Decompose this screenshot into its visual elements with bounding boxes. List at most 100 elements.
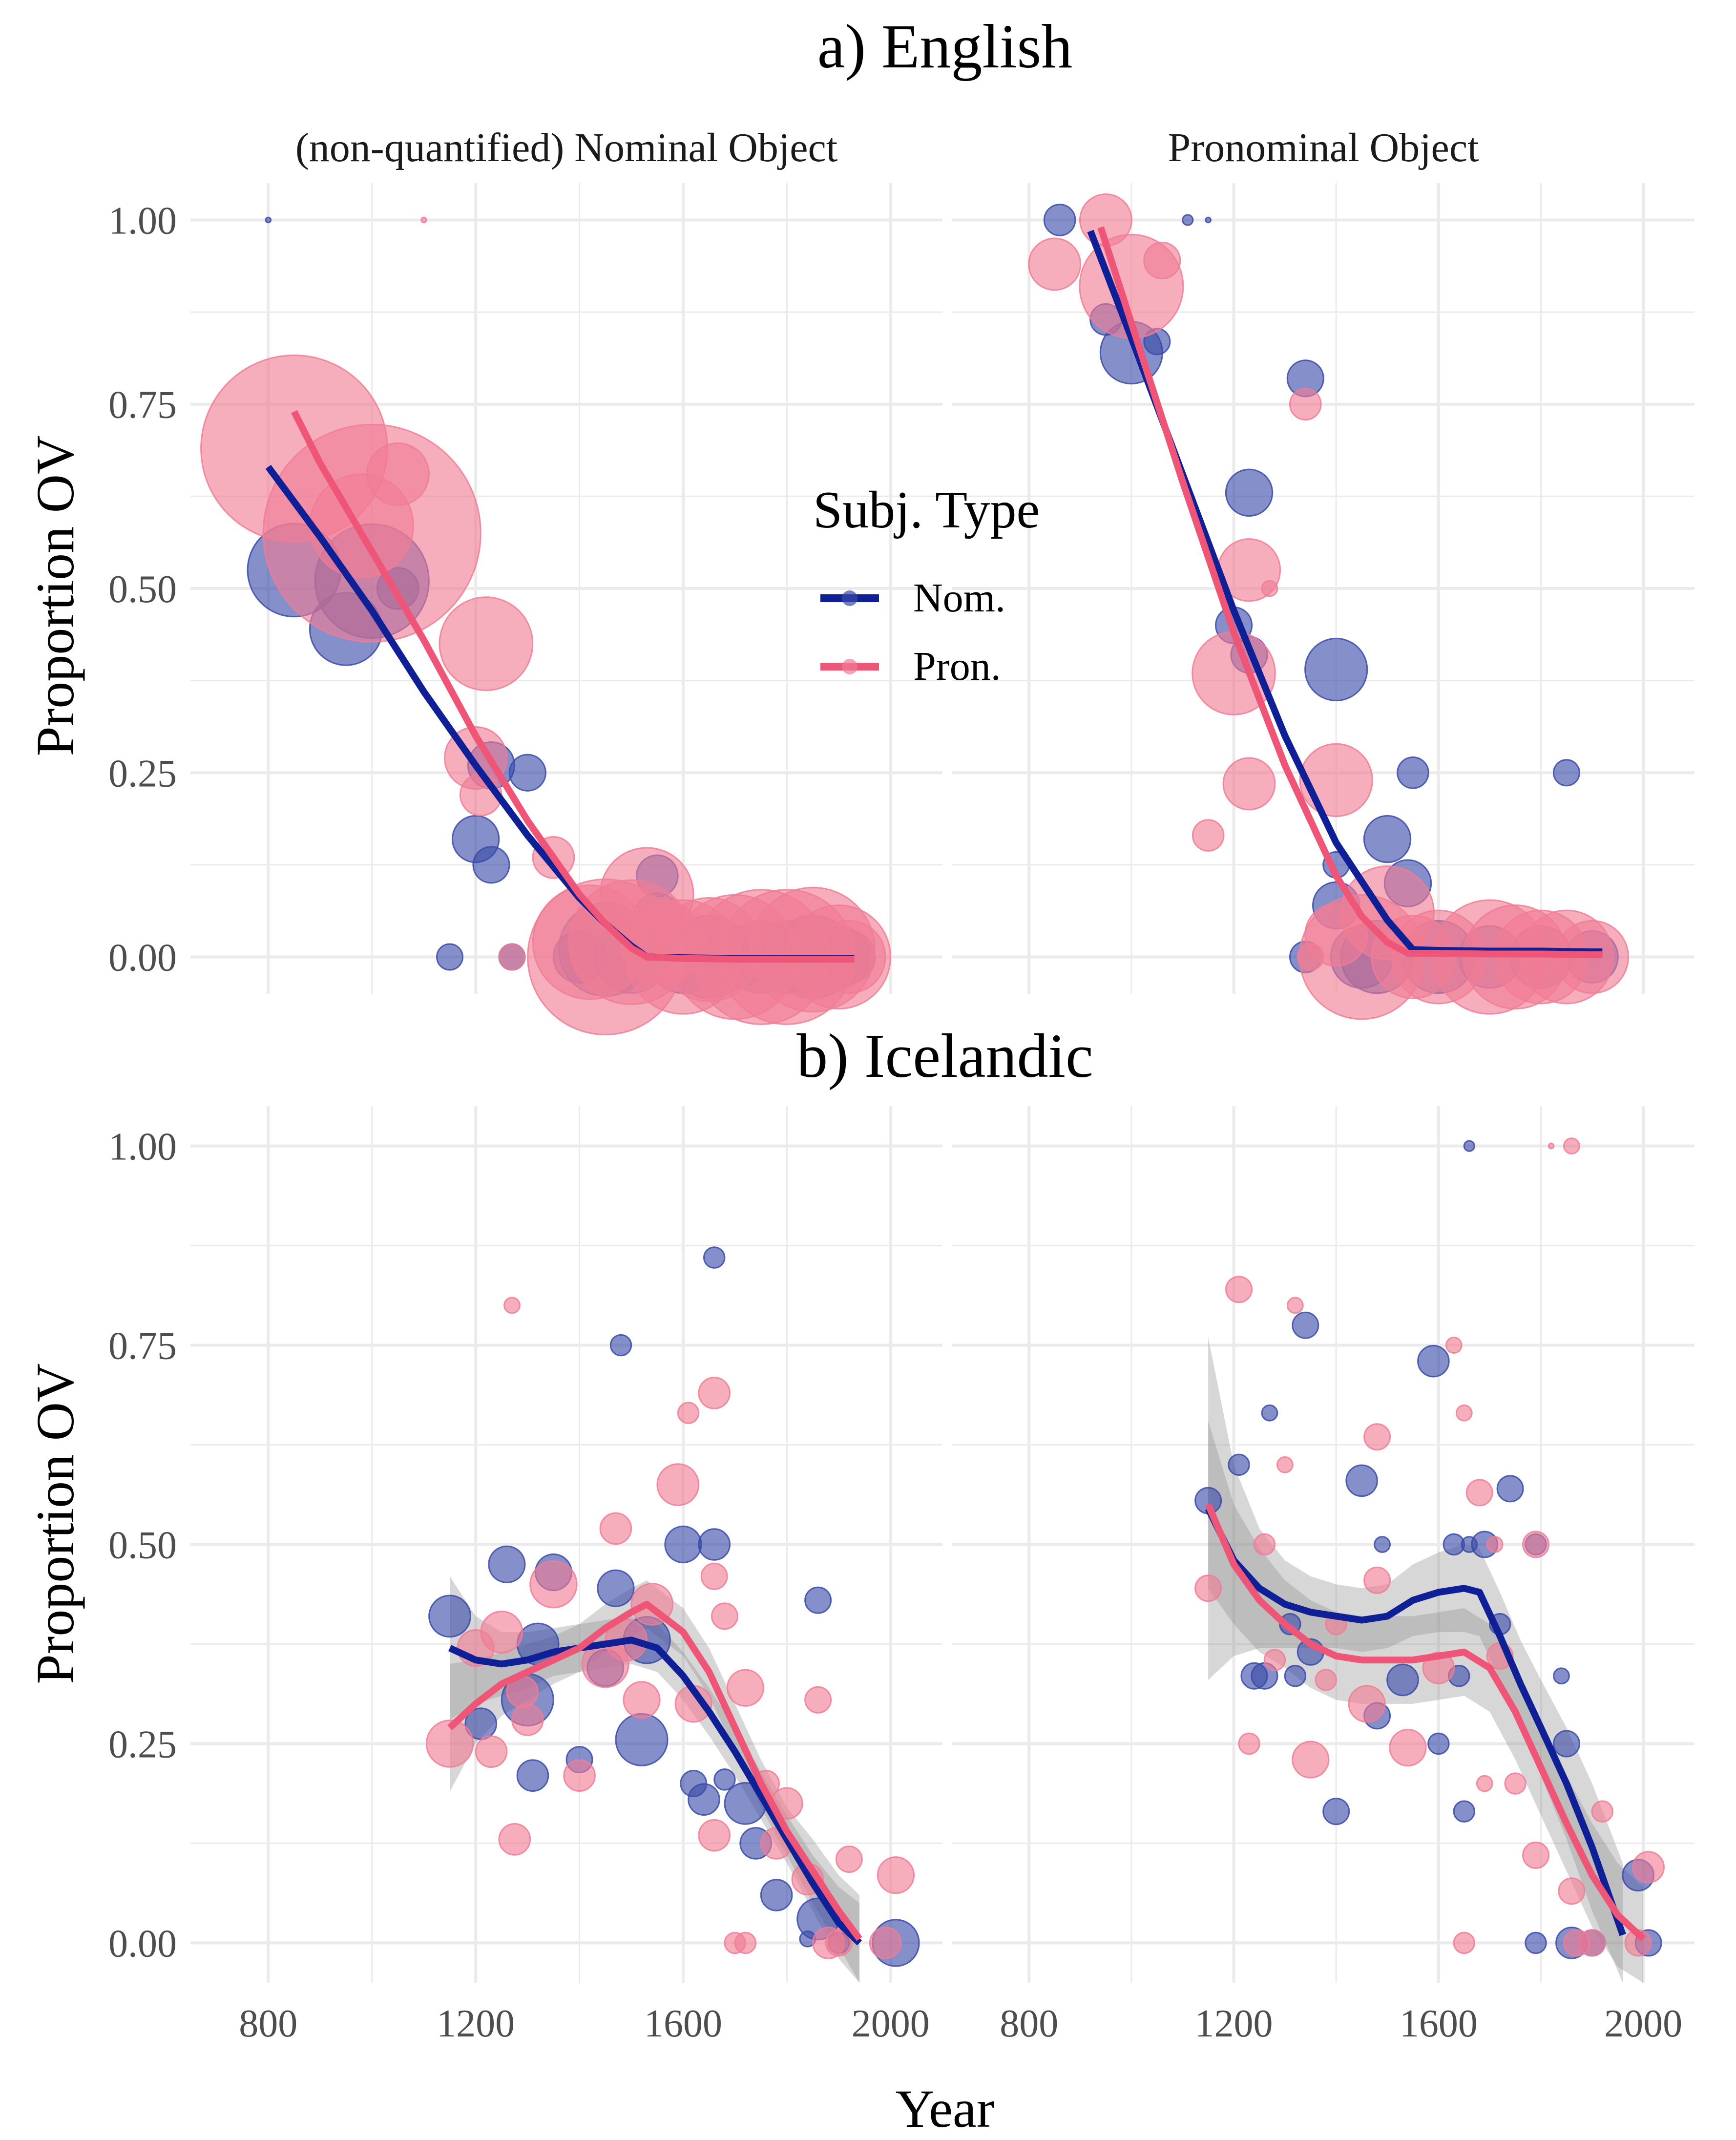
ribbon-pron (1208, 1421, 1644, 1983)
x-tick-label: 1200 (1195, 2002, 1273, 2045)
legend-key-nom-point (842, 590, 858, 606)
point-nom (703, 1246, 726, 1269)
point-nom (1453, 1800, 1475, 1823)
point-pron (1548, 1142, 1555, 1150)
point-pron (420, 216, 427, 224)
point-pron (825, 1929, 853, 1957)
point-pron (1486, 1536, 1504, 1553)
point-nom (265, 216, 272, 224)
point-nom (1182, 214, 1194, 226)
point-pron (1263, 1649, 1286, 1671)
point-pron (1286, 1297, 1304, 1314)
point-nom (1043, 204, 1076, 236)
point-nom (597, 1569, 635, 1607)
point-pron (599, 1512, 632, 1545)
point-pron (1563, 1137, 1580, 1154)
point-nom (1525, 1931, 1547, 1954)
y-tick-label: 0.00 (108, 937, 177, 980)
point-pron (1632, 1851, 1665, 1884)
panels: 0.00 0.25 0.50 0.75 1.00 0.00 0.25 0.50 0.75 1.00… (108, 183, 1694, 2045)
point-pron (1222, 757, 1276, 811)
point-nom (1496, 1475, 1524, 1503)
point-nom (698, 1528, 731, 1561)
x-tick-label: 1600 (1400, 2002, 1478, 2045)
panel-english-pronominal (952, 183, 1694, 1020)
point-pron (734, 1931, 757, 1954)
point-nom (760, 1879, 793, 1911)
point-pron (1289, 388, 1322, 421)
x-tick-label: 1200 (437, 2002, 515, 2045)
point-pron (1522, 1841, 1550, 1869)
point-pron (1315, 1669, 1337, 1691)
point-pron (439, 596, 534, 692)
fit-line-pron (1097, 226, 1603, 958)
fit-line-pron (1205, 1503, 1646, 1942)
y-tick-label: 0.75 (108, 384, 177, 427)
point-nom (1553, 1667, 1570, 1685)
x-tick-label: 2000 (1604, 2002, 1682, 2045)
point-pron (1363, 1423, 1391, 1451)
point-pron (1238, 1732, 1260, 1755)
point-nom (1205, 216, 1212, 224)
facet-title-nominal: (non-quantified) Nominal Object (295, 125, 837, 170)
y-tick-label: 0.50 (108, 568, 177, 611)
point-nom (1427, 1732, 1450, 1755)
point-pron (1261, 580, 1278, 597)
point-pron (1476, 1775, 1493, 1792)
fit-line-pron (447, 1600, 862, 1941)
point-nom (1397, 756, 1429, 789)
point-pron (656, 1463, 700, 1507)
point-pron (698, 1377, 731, 1409)
x-tick-label: 1600 (644, 2002, 722, 2045)
point-pron (1194, 1574, 1222, 1602)
point-pron (620, 900, 705, 985)
point-pron (1143, 241, 1181, 280)
y-tick-label: 0.25 (108, 752, 177, 795)
point-nom (472, 846, 510, 884)
point-nom (713, 1768, 736, 1791)
point-pron (498, 1823, 531, 1856)
point-nom (1261, 1404, 1278, 1422)
point-nom (680, 1770, 708, 1798)
point-nom (508, 754, 546, 792)
point-pron (698, 1819, 731, 1852)
point-pron (1591, 1800, 1614, 1823)
point-nom (1386, 1663, 1419, 1697)
point-pron (1276, 1456, 1294, 1473)
legend: Subj. Type Nom. Pron. (813, 481, 1040, 689)
point-pron (877, 1856, 915, 1894)
point-pron (425, 1720, 474, 1768)
panel-english-nominal: 0.00 0.25 0.50 0.75 1.00 (108, 183, 942, 1036)
point-pron (563, 1759, 596, 1792)
ribbon-pron (450, 1580, 860, 1983)
point-pron (726, 1669, 765, 1707)
point-nom (1225, 468, 1274, 517)
point-pron (1504, 1772, 1527, 1795)
point-pron (804, 1686, 832, 1714)
point-pron (1578, 1929, 1606, 1957)
point-pron (1465, 1479, 1493, 1507)
point-pron (1253, 1533, 1276, 1556)
point-pron (623, 1681, 661, 1719)
point-pron (475, 1735, 508, 1768)
legend-key-pron-point (842, 659, 858, 674)
y-axis-title-icelandic: Proportion OV (25, 1364, 85, 1684)
point-nom (1461, 1536, 1478, 1553)
point-pron (511, 1703, 544, 1736)
point-pron (503, 1297, 521, 1314)
point-nom (1374, 1536, 1391, 1553)
y-axis-title-english: Proportion OV (25, 436, 85, 756)
point-nom (1345, 1464, 1378, 1497)
point-pron (1455, 1404, 1473, 1422)
y-tick-label: 0.25 (108, 1723, 177, 1766)
point-nom (1552, 759, 1580, 787)
panel-icelandic-pronominal: 800 1200 1600 2000 (952, 1106, 1694, 2045)
point-pron (835, 1846, 863, 1873)
point-pron (869, 1927, 902, 1959)
point-pron (1192, 819, 1225, 852)
fit-line-pron (291, 410, 855, 963)
point-pron (677, 1402, 700, 1424)
point-nom (1322, 1798, 1350, 1825)
point-nom (488, 1545, 526, 1583)
